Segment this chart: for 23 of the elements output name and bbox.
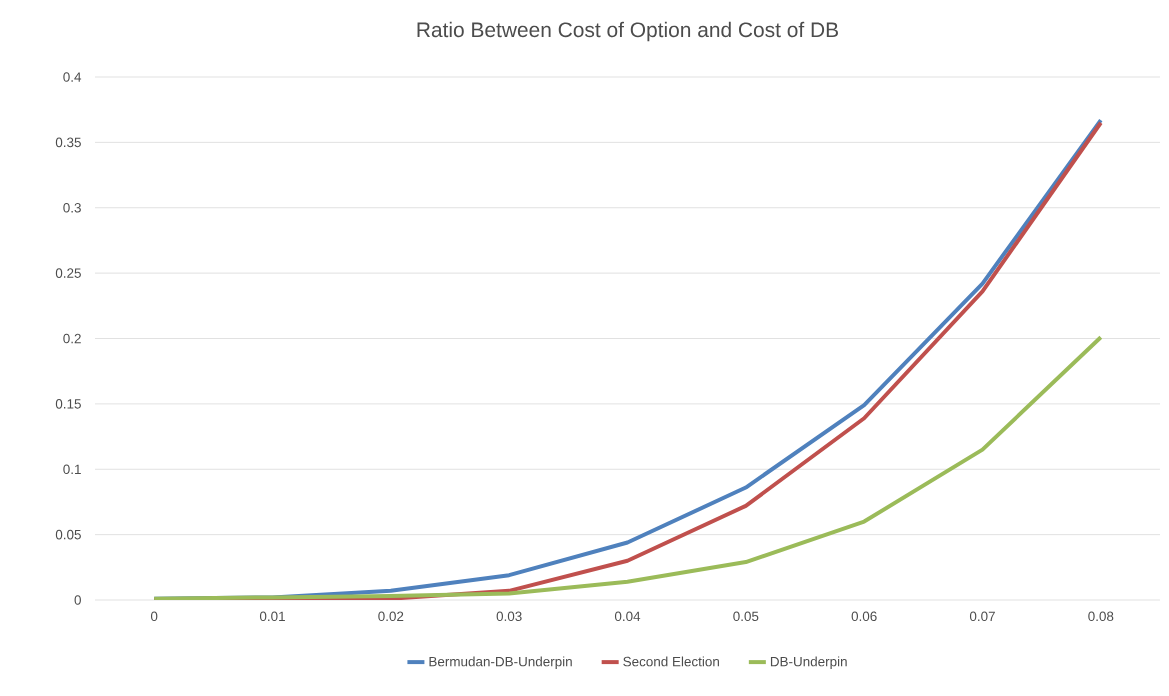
y-tick-label: 0.2 [63,333,81,344]
y-tick-label: 0.35 [55,137,81,148]
y-tick-label: 0.05 [55,529,81,540]
legend-label: DB-Underpin [770,656,847,670]
legend-label: Bermudan-DB-Underpin [429,656,572,670]
x-tick-label: 0.05 [733,611,759,622]
x-tick-label: 0.04 [614,611,641,622]
line-series [152,335,1103,600]
chart-title: Ratio Between Cost of Option and Cost of DB [417,21,838,42]
y-tick-label: 0.15 [55,399,81,409]
y-tick-label: 0.25 [55,268,81,278]
x-tick-label: 0.06 [851,611,877,622]
y-tick-label: 0.4 [63,72,82,82]
x-tick-label: 0 [150,611,158,622]
x-tick-label: 0.08 [1088,611,1114,622]
x-tick-label: 0.03 [496,611,522,622]
y-tick-label: 0.3 [63,202,81,213]
legend-label: Second Election [623,656,719,667]
x-tick-label: 0.07 [969,611,995,622]
x-tick-label: 0.02 [378,611,404,622]
y-tick-label: 0 [74,595,81,605]
x-tick-label: 0.01 [259,611,285,622]
y-tick-label: 0.1 [63,464,81,474]
